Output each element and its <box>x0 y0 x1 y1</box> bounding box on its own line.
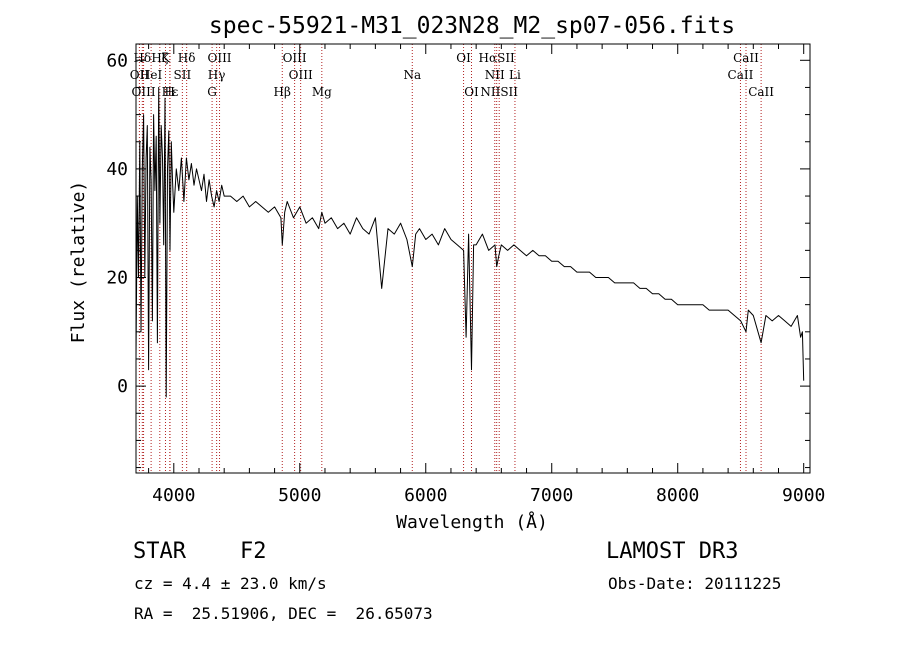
line-marker-label: H <box>165 85 175 99</box>
line-marker-label: OIII <box>283 51 307 65</box>
line-marker-label: Hζ <box>151 51 168 65</box>
series-layer <box>135 86 805 398</box>
line-marker-label: OI <box>464 85 479 99</box>
line-marker-label: K <box>161 51 171 65</box>
line-marker-label: HαSII <box>479 51 516 65</box>
line-marker-label: Mg <box>312 85 332 99</box>
line-marker-label: G <box>207 85 217 99</box>
chart-title: spec-55921-M31_023N28_M2_sp07-056.fits <box>209 13 735 39</box>
x-axis-ticks: 4000 5000 6000 7000 8000 9000 <box>148 44 825 506</box>
line-marker-label: SII <box>174 68 192 82</box>
line-marker-label: OI <box>456 51 471 65</box>
obs-date: Obs-Date: 20111225 <box>608 574 782 593</box>
object-class: STAR <box>133 539 186 564</box>
line-marker-label: Na <box>403 68 421 82</box>
plot-frame <box>135 43 811 474</box>
y-axis-ticks: 0 20 40 60 <box>106 50 810 469</box>
line-marker-label: CaII <box>748 85 774 99</box>
series-line-flux <box>135 86 805 398</box>
line-marker-label: Li <box>509 68 521 82</box>
x-tick-label: 9000 <box>782 485 825 506</box>
x-tick-label: 5000 <box>278 485 321 506</box>
line-marker-label: CaII <box>728 68 754 82</box>
line-marker-label: Hδ <box>178 51 196 65</box>
survey-name: LAMOST DR3 <box>606 539 739 564</box>
y-tick-label: 20 <box>106 268 128 289</box>
line-marker-label: Hβ <box>274 85 291 99</box>
line-marker-label: NIISII <box>480 85 518 99</box>
line-marker-label: Hδ <box>133 51 151 65</box>
line-marker-label: Hγ <box>208 68 226 82</box>
x-tick-label: 4000 <box>152 485 195 506</box>
line-marker-label: OIII <box>289 68 313 82</box>
line-marker-label: OIII <box>207 51 231 65</box>
y-tick-label: 60 <box>106 50 128 71</box>
line-marker-label: OIII <box>132 85 156 99</box>
line-marker-label: NII <box>485 68 505 82</box>
x-tick-label: 6000 <box>404 485 447 506</box>
x-tick-label: 8000 <box>656 485 699 506</box>
coordinates: RA = 25.51906, DEC = 26.65073 <box>134 604 433 623</box>
y-tick-label: 0 <box>117 376 128 397</box>
y-axis-label: Flux (relative) <box>68 181 89 344</box>
line-marker-label: CaII <box>733 51 759 65</box>
redshift-text: cz = 4.4 ± 23.0 km/s <box>134 574 327 593</box>
line-marker-label: HeI <box>140 68 163 82</box>
x-tick-label: 7000 <box>530 485 573 506</box>
x-axis-label: Wavelength (Å) <box>396 511 548 533</box>
y-tick-label: 40 <box>106 159 128 180</box>
object-subclass: F2 <box>240 539 267 564</box>
line-marker-label: OII <box>130 68 150 82</box>
